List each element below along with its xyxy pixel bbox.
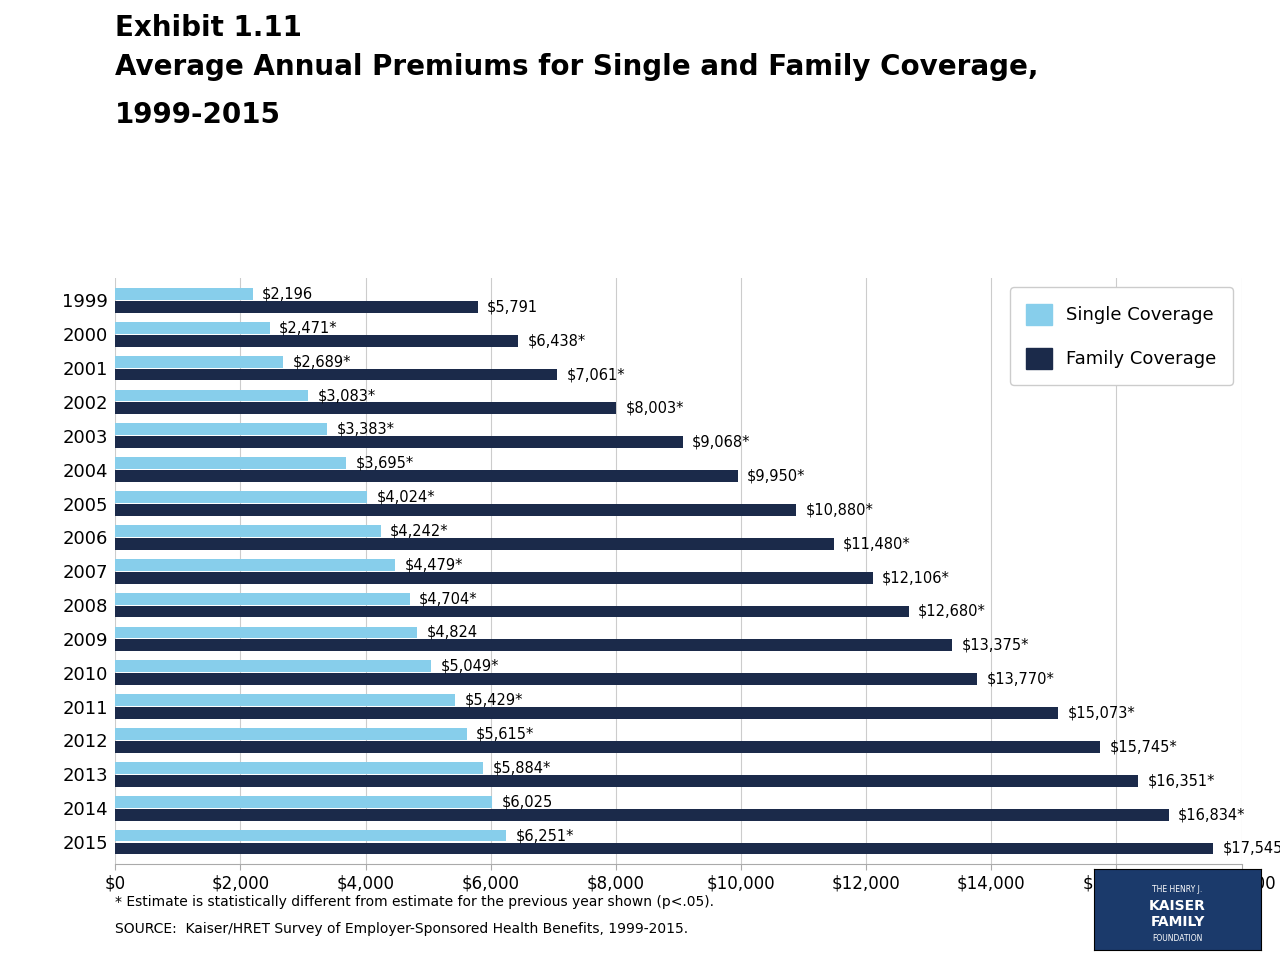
Text: $5,429*: $5,429* xyxy=(465,693,522,708)
Text: Average Annual Premiums for Single and Family Coverage,: Average Annual Premiums for Single and F… xyxy=(115,53,1038,81)
Bar xyxy=(115,356,283,368)
Text: $6,251*: $6,251* xyxy=(516,828,575,843)
Bar xyxy=(115,492,367,503)
Text: $2,196: $2,196 xyxy=(262,286,314,301)
Text: $2,471*: $2,471* xyxy=(279,321,338,335)
Text: FOUNDATION: FOUNDATION xyxy=(1152,934,1203,943)
Text: $5,049*: $5,049* xyxy=(440,659,499,674)
Bar xyxy=(115,808,1169,821)
Bar xyxy=(115,775,1138,786)
Text: $10,880*: $10,880* xyxy=(805,502,873,517)
Text: Exhibit 1.11: Exhibit 1.11 xyxy=(115,14,302,42)
Text: $5,615*: $5,615* xyxy=(476,727,534,741)
Bar xyxy=(115,390,308,401)
Text: $3,695*: $3,695* xyxy=(356,456,413,470)
Text: THE HENRY J.: THE HENRY J. xyxy=(1152,885,1203,894)
Bar xyxy=(115,559,396,570)
Bar xyxy=(115,423,326,435)
Bar xyxy=(115,673,977,685)
Text: SOURCE:  Kaiser/HRET Survey of Employer-Sponsored Health Benefits, 1999-2015.: SOURCE: Kaiser/HRET Survey of Employer-S… xyxy=(115,922,689,936)
Bar xyxy=(115,592,410,605)
Bar xyxy=(115,335,518,347)
Text: $4,479*: $4,479* xyxy=(404,557,463,572)
Text: $4,024*: $4,024* xyxy=(376,490,435,505)
Text: $6,438*: $6,438* xyxy=(527,333,586,348)
Bar xyxy=(115,525,380,537)
Bar xyxy=(115,829,507,842)
Text: $5,791: $5,791 xyxy=(486,300,538,314)
Bar xyxy=(115,627,417,638)
Bar xyxy=(115,728,467,740)
Bar xyxy=(115,741,1101,753)
Text: $8,003*: $8,003* xyxy=(626,401,684,416)
Text: $4,704*: $4,704* xyxy=(419,591,477,606)
Bar xyxy=(115,288,252,300)
Text: $9,068*: $9,068* xyxy=(692,435,750,449)
Text: $13,770*: $13,770* xyxy=(987,672,1055,686)
Text: $17,545*: $17,545* xyxy=(1222,841,1280,856)
Text: $9,950*: $9,950* xyxy=(748,468,805,484)
Text: $11,480*: $11,480* xyxy=(844,537,911,551)
Bar xyxy=(115,639,952,651)
Text: $4,242*: $4,242* xyxy=(390,523,449,539)
Text: 1999-2015: 1999-2015 xyxy=(115,101,282,129)
Text: KAISER: KAISER xyxy=(1149,899,1206,913)
Bar xyxy=(115,436,682,448)
Bar xyxy=(115,694,454,707)
Bar xyxy=(115,538,833,550)
Text: $2,689*: $2,689* xyxy=(293,354,351,370)
Text: $16,834*: $16,834* xyxy=(1178,807,1245,822)
Bar xyxy=(115,402,616,415)
Text: $3,083*: $3,083* xyxy=(317,388,376,403)
Text: $13,375*: $13,375* xyxy=(961,637,1029,653)
Bar xyxy=(115,843,1213,854)
Bar xyxy=(115,300,477,313)
Text: $5,884*: $5,884* xyxy=(493,760,552,776)
Bar xyxy=(115,572,873,584)
Legend: Single Coverage, Family Coverage: Single Coverage, Family Coverage xyxy=(1010,287,1233,385)
Bar xyxy=(115,322,270,334)
Bar xyxy=(115,708,1059,719)
Bar xyxy=(115,796,493,807)
Text: * Estimate is statistically different from estimate for the previous year shown : * Estimate is statistically different fr… xyxy=(115,895,714,909)
Bar xyxy=(115,504,796,516)
Text: $7,061*: $7,061* xyxy=(567,367,625,382)
Text: $15,073*: $15,073* xyxy=(1068,706,1135,721)
Text: $6,025: $6,025 xyxy=(502,794,553,809)
Text: $4,824: $4,824 xyxy=(426,625,477,640)
Bar xyxy=(115,457,347,469)
Text: $12,106*: $12,106* xyxy=(882,570,950,586)
Text: $12,680*: $12,680* xyxy=(918,604,986,619)
Bar xyxy=(115,369,557,380)
Text: $15,745*: $15,745* xyxy=(1110,739,1178,755)
Bar xyxy=(115,470,737,482)
Bar xyxy=(115,762,484,774)
Bar xyxy=(115,606,909,617)
Bar xyxy=(115,660,431,672)
Text: FAMILY: FAMILY xyxy=(1151,915,1204,929)
Text: $3,383*: $3,383* xyxy=(337,421,394,437)
Text: $16,351*: $16,351* xyxy=(1148,773,1215,788)
